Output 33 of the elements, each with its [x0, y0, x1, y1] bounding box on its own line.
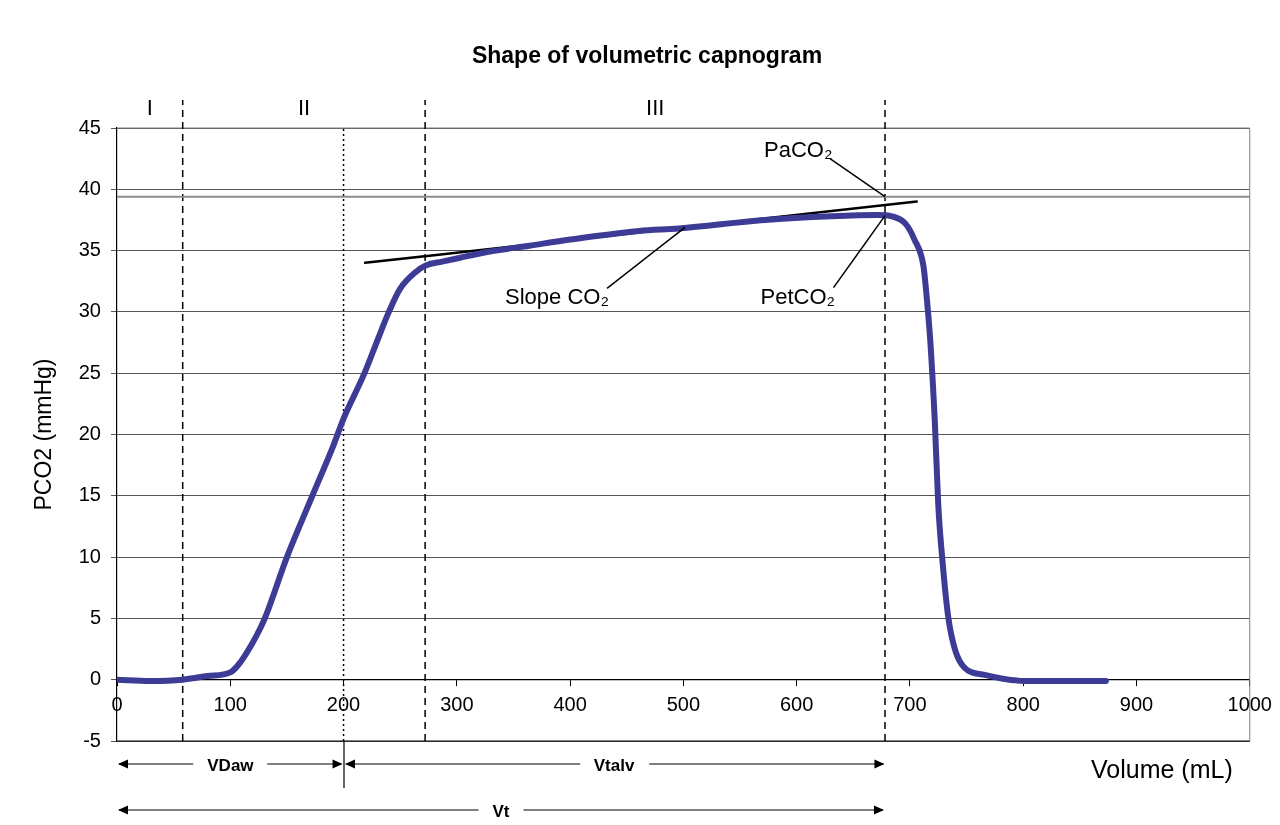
x-tick-label: 700	[893, 693, 927, 716]
series-label: Slope CO₂	[505, 284, 609, 310]
ref-line-label: PaCO₂	[764, 136, 833, 162]
x-tick-label: 400	[553, 693, 587, 716]
x-tick-label: 300	[440, 693, 474, 716]
y-tick-label: 5	[89, 605, 101, 628]
y-tick-label: 30	[78, 299, 101, 322]
y-tick-label: 40	[78, 176, 101, 199]
text: I	[146, 95, 153, 120]
text: Vtalv	[593, 755, 635, 775]
y-tick-label: 0	[89, 667, 101, 690]
x-tick-label: 900	[1119, 693, 1154, 716]
y-tick-label: 35	[78, 238, 101, 261]
text: III	[646, 95, 665, 120]
y-axis-title: PCO2 (mmHg)	[30, 358, 57, 511]
x-tick-label: 1000	[1227, 693, 1272, 716]
x-tick-label: 200	[326, 693, 361, 716]
y-tick-label: 45	[78, 115, 101, 138]
text: VDaw	[207, 755, 254, 775]
x-tick-label: 600	[779, 693, 814, 716]
chart-title: Shape of volumetric capnogram	[471, 42, 823, 69]
y-tick-label: -5	[83, 728, 101, 751]
x-tick-label: 800	[1006, 693, 1040, 716]
text: II	[297, 95, 311, 120]
ref-line-label: PetCO₂	[760, 283, 836, 309]
y-tick-label: 15	[78, 483, 101, 506]
x-tick-label: 500	[666, 693, 701, 716]
x-tick-label: 100	[213, 693, 247, 716]
y-tick-label: 10	[78, 544, 101, 567]
text: Vt	[492, 801, 510, 821]
x-axis-title: Volume (mL)	[1091, 754, 1233, 783]
y-tick-label: 25	[78, 360, 101, 383]
y-tick-label: 20	[78, 422, 101, 445]
